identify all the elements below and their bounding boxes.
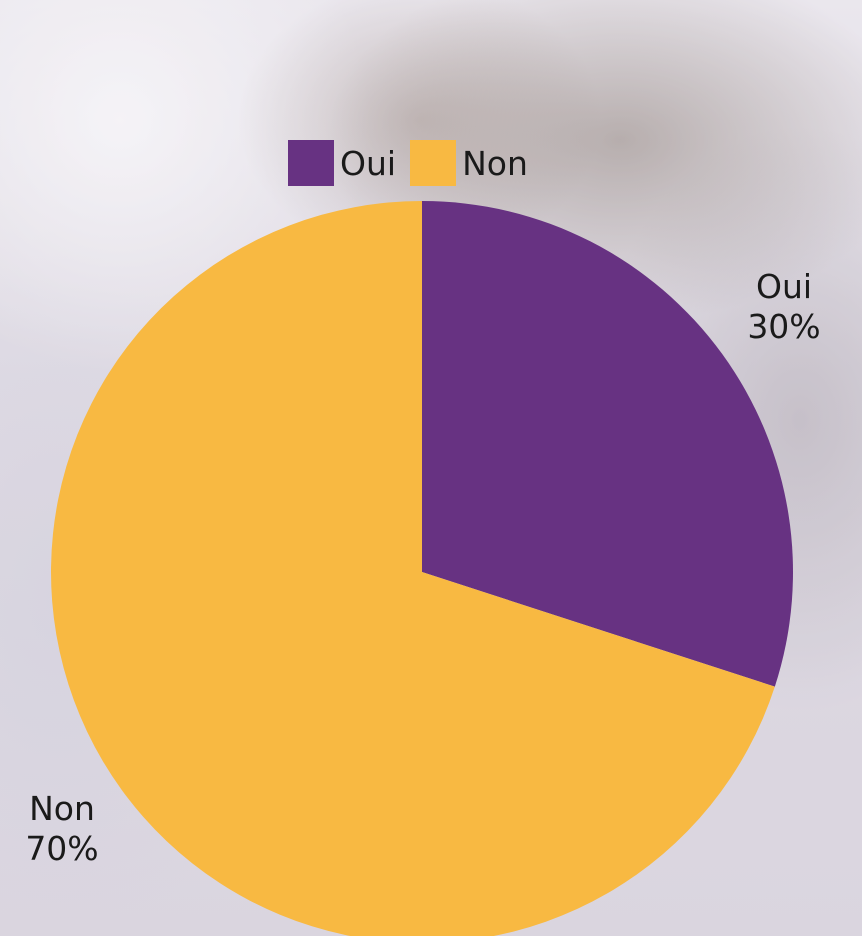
legend-label-non: Non [462, 143, 528, 183]
slice-label-value: 70% [25, 829, 98, 868]
legend-swatch-oui [288, 140, 334, 186]
pie-slice-oui [422, 201, 794, 687]
legend-item-non: Non [410, 140, 528, 186]
pie-slices [51, 201, 794, 936]
slice-label-category: Oui [756, 267, 812, 306]
pie-slice-non [51, 201, 775, 936]
legend-swatch-non [410, 140, 457, 186]
slice-label-oui: Oui 30% [747, 267, 820, 346]
chart-legend: Oui Non [288, 140, 528, 186]
slice-label-category: Non [29, 789, 95, 828]
pie-labels: Oui 30% Non 70% [25, 267, 820, 868]
slice-label-value: 30% [747, 307, 820, 346]
legend-item-oui: Oui [288, 140, 396, 186]
slice-label-non: Non 70% [25, 789, 98, 868]
legend-label-oui: Oui [340, 143, 397, 183]
